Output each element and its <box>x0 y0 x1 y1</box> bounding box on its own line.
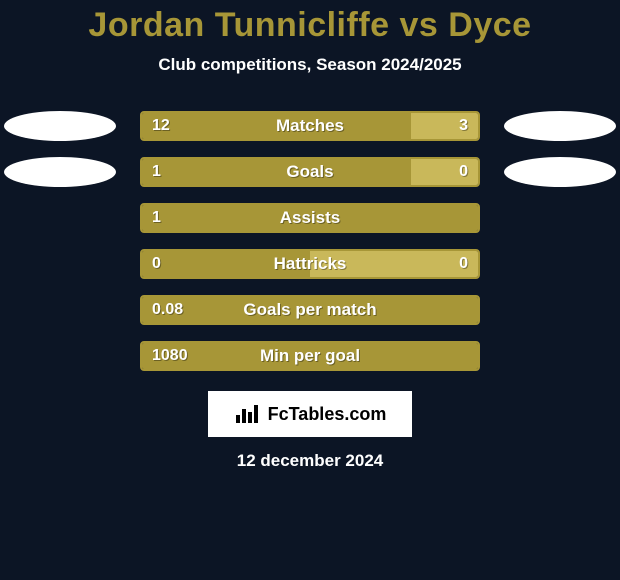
stat-row: 00Hattricks <box>0 241 620 287</box>
player1-oval <box>4 157 116 187</box>
stats-container: 123Matches10Goals1Assists00Hattricks0.08… <box>0 103 620 379</box>
stat-right-value: 0 <box>459 159 468 185</box>
stat-right-value: 3 <box>459 113 468 139</box>
stat-left-value: 1 <box>152 205 161 231</box>
brand-text: FcTables.com <box>268 404 387 425</box>
bar-left-fill <box>142 343 478 369</box>
bar-left-fill <box>142 113 411 139</box>
stat-row: 10Goals <box>0 149 620 195</box>
player2-name: Dyce <box>448 6 531 44</box>
stat-bar: 1Assists <box>140 203 480 233</box>
stat-bar: 0.08Goals per match <box>140 295 480 325</box>
stat-left-value: 1 <box>152 159 161 185</box>
player2-oval <box>504 111 616 141</box>
stat-right-value: 0 <box>459 251 468 277</box>
subtitle: Club competitions, Season 2024/2025 <box>0 55 620 75</box>
vs-label: vs <box>400 6 439 44</box>
bar-left-fill <box>142 297 478 323</box>
brand-badge: FcTables.com <box>208 391 412 437</box>
stat-left-value: 0.08 <box>152 297 183 323</box>
player2-oval <box>504 157 616 187</box>
bar-right-fill <box>310 251 478 277</box>
stat-bar: 00Hattricks <box>140 249 480 279</box>
bar-left-fill <box>142 205 478 231</box>
bar-left-fill <box>142 159 411 185</box>
stat-bar: 123Matches <box>140 111 480 141</box>
bar-left-fill <box>142 251 310 277</box>
player1-oval <box>4 111 116 141</box>
stat-row: 1Assists <box>0 195 620 241</box>
stat-left-value: 1080 <box>152 343 188 369</box>
stat-left-value: 0 <box>152 251 161 277</box>
stat-bar: 10Goals <box>140 157 480 187</box>
stat-row: 123Matches <box>0 103 620 149</box>
stat-row: 1080Min per goal <box>0 333 620 379</box>
comparison-title: Jordan Tunnicliffe vs Dyce <box>0 6 620 45</box>
stat-left-value: 12 <box>152 113 170 139</box>
player1-name: Jordan Tunnicliffe <box>88 6 389 44</box>
stat-bar: 1080Min per goal <box>140 341 480 371</box>
brand-bars-icon <box>234 403 262 425</box>
stat-row: 0.08Goals per match <box>0 287 620 333</box>
date-label: 12 december 2024 <box>0 451 620 471</box>
